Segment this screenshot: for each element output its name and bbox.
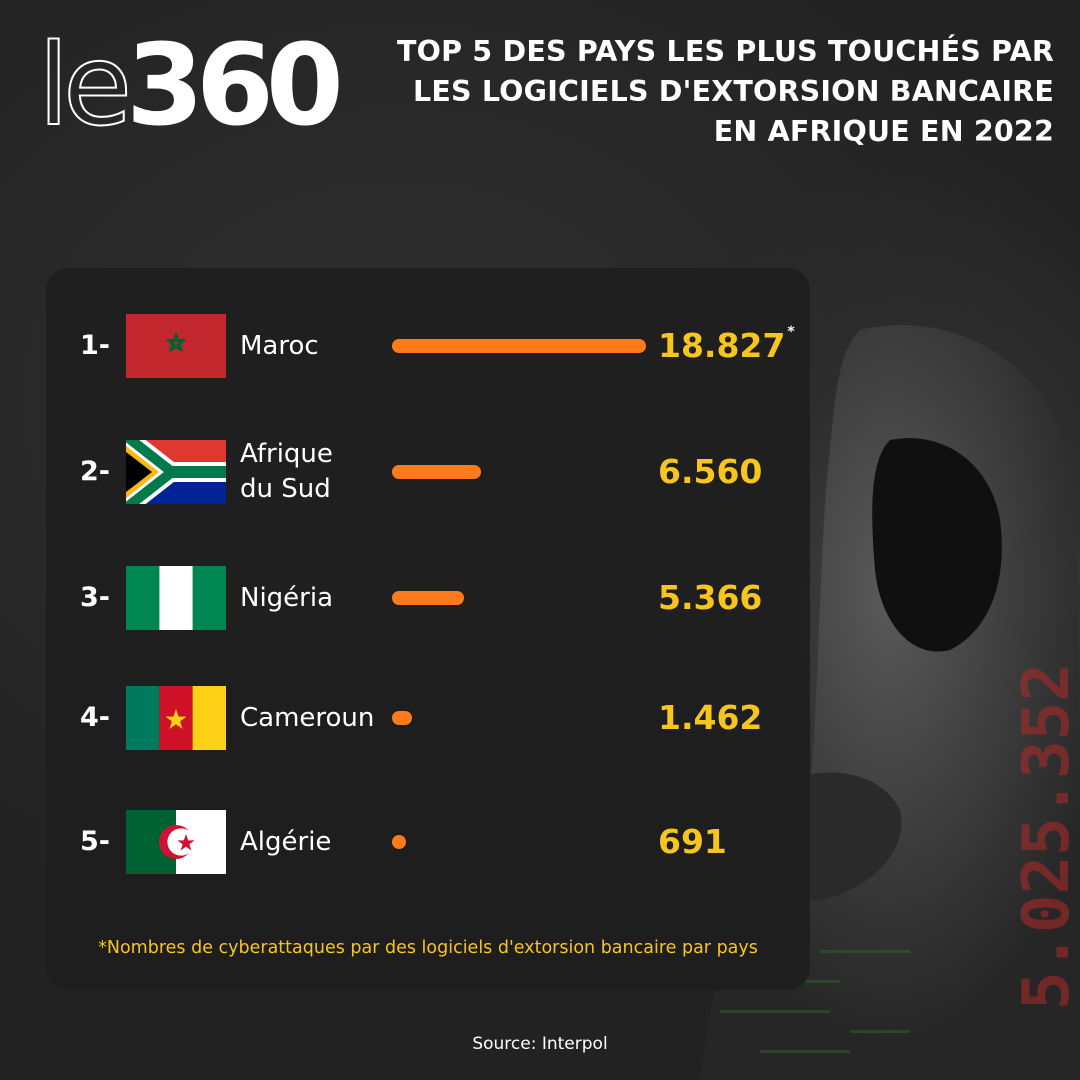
country-name-line: Maroc: [240, 330, 319, 361]
algeria-flag-icon: [126, 810, 226, 874]
country-name: Algérie: [240, 810, 400, 874]
value-label-text: 1.462: [658, 698, 763, 737]
ranking-panel: 1- Maroc 18.827 * 2- Afrique du Sud 6.560 3- Nigé…: [46, 268, 810, 990]
le360-logo: le 360: [37, 21, 344, 151]
value-bar: [392, 339, 646, 353]
value-label-text: 691: [658, 822, 727, 861]
ranking-row: 3- Nigéria 5.366: [46, 566, 810, 630]
value-bar: [392, 711, 412, 725]
country-name: Afrique du Sud: [240, 439, 400, 504]
ranking-row: 5- Algérie 691: [46, 810, 810, 874]
cameroon-flag-icon: [126, 686, 226, 750]
ranking-row: 4- Cameroun 1.462: [46, 686, 810, 750]
country-name-line: Cameroun: [240, 702, 375, 733]
source-credit: Source: Interpol: [472, 1034, 608, 1054]
value-label: 5.366: [658, 566, 762, 630]
rank-label: 3-: [80, 582, 110, 613]
value-label-text: 6.560: [658, 452, 763, 491]
nigeria-flag-icon: [126, 566, 226, 630]
south-africa-flag-icon: [126, 440, 226, 504]
country-name: Maroc: [240, 314, 400, 378]
chart-title-line-2: LES LOGICIELS D'EXTORSION BANCAIRE: [412, 75, 1054, 108]
country-name: Nigéria: [240, 566, 400, 630]
footnote: *Nombres de cyberattaques par des logici…: [98, 938, 758, 958]
logo-letters: le: [37, 21, 133, 151]
country-name: Cameroun: [240, 686, 400, 750]
value-label: 1.462: [658, 686, 762, 750]
rank-label: 5-: [80, 826, 110, 857]
value-bar: [392, 835, 406, 849]
ranking-row: 2- Afrique du Sud 6.560: [46, 439, 810, 504]
rank-label: 1-: [80, 330, 110, 361]
morocco-flag-icon: [126, 314, 226, 378]
chart-title-line-1: TOP 5 DES PAYS LES PLUS TOUCHÉS PAR: [397, 35, 1054, 68]
value-label: 691: [658, 810, 727, 874]
value-label: 6.560: [658, 440, 762, 504]
background-code-text: 5.025.352: [1010, 663, 1080, 1010]
chart-title-line-3: EN AFRIQUE EN 2022: [713, 115, 1054, 148]
footnote-marker: *: [787, 324, 795, 340]
ranking-row: 1- Maroc 18.827 *: [46, 314, 810, 378]
country-name-line: Algérie: [240, 826, 332, 857]
country-name-line: du Sud: [240, 474, 331, 504]
rank-label: 2-: [80, 456, 110, 487]
chart-title: TOP 5 DES PAYS LES PLUS TOUCHÉS PAR LES …: [334, 32, 1054, 152]
value-label-text: 18.827: [658, 326, 786, 365]
value-bar: [392, 465, 481, 479]
country-name-line: Afrique: [240, 439, 333, 469]
value-label: 18.827 *: [658, 314, 795, 378]
value-label-text: 5.366: [658, 578, 763, 617]
value-bar: [392, 591, 464, 605]
country-name-line: Nigéria: [240, 582, 334, 613]
logo-number: 360: [126, 21, 344, 151]
rank-label: 4-: [80, 702, 110, 733]
